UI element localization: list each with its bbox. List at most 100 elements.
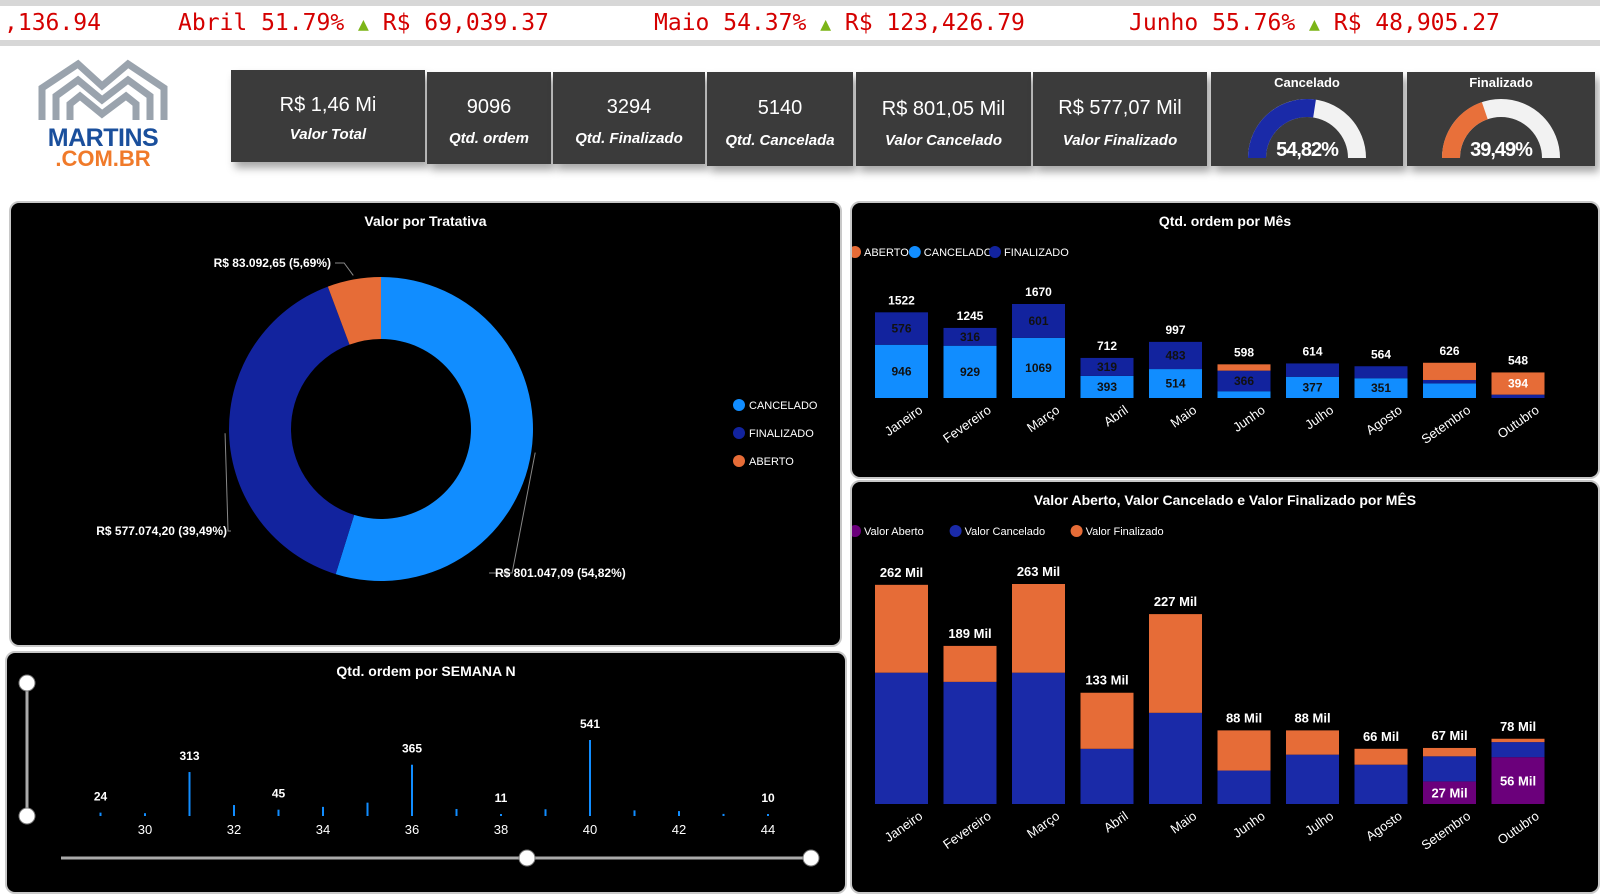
bar-total-label: 227 Mil <box>1154 594 1197 609</box>
ticker-item: Maio 54.37% ▲ R$ 123,426.79 <box>654 10 1025 36</box>
kpi-valor-total: R$ 1,46 Mi Valor Total <box>231 70 425 162</box>
bar-segment <box>1217 364 1271 371</box>
kpi-label: Valor Cancelado <box>885 132 1002 149</box>
legend-marker <box>1070 525 1083 537</box>
bar-total-label: 548 <box>1508 353 1528 367</box>
kpi-value: 5140 <box>757 97 803 119</box>
x-tick-label: Maio <box>1168 402 1200 430</box>
bar-label: 929 <box>960 365 980 379</box>
bar-total-label: 712 <box>1097 339 1117 353</box>
week-bar <box>544 809 547 816</box>
bar-segment <box>875 312 928 345</box>
week-bar <box>277 809 280 816</box>
slice-label: R$ 83.092,65 (5,69%) <box>214 256 331 270</box>
gauge-cancelado: Cancelado 54,82% <box>1211 72 1403 166</box>
bar-label: 377 <box>1302 380 1322 394</box>
bar-segment <box>875 672 928 804</box>
bar-segment <box>1286 363 1339 377</box>
bar-total-label: 263 Mil <box>1017 564 1060 579</box>
bar-label: 45 <box>272 787 286 801</box>
bar-segment <box>1080 748 1134 804</box>
legend-label: CANCELADO <box>749 400 818 412</box>
panel-valor-por-mes: Valor Aberto, Valor Cancelado e Valor Fi… <box>850 480 1600 894</box>
bar-segment <box>1012 337 1065 398</box>
x-tick-label: 32 <box>227 822 241 837</box>
x-tick-label: Setembro <box>1418 808 1473 853</box>
bar-segment <box>1080 357 1134 376</box>
bar-segment <box>1286 730 1339 755</box>
bar-segment <box>875 344 928 398</box>
bar-label: 24 <box>94 790 108 804</box>
ticker-text: Junho 55.76% <box>1129 10 1296 36</box>
bar-label: 483 <box>1165 348 1185 362</box>
stacked-bar-chart: ABERTO CANCELADO FINALIZADO 946 576 1522 Janei… <box>852 246 1545 447</box>
legend-label: CANCELADO <box>924 247 993 259</box>
y-slider-handle <box>18 807 36 825</box>
y-slider-handle <box>18 674 36 692</box>
kpi-value: 3294 <box>606 96 652 118</box>
up-arrow-icon: ▲ <box>820 14 832 35</box>
leader-line <box>335 262 354 276</box>
ticker-text: Maio 54.37% <box>654 10 807 36</box>
x-tick-label: Outubro <box>1495 402 1542 441</box>
gauge-chart: 39,49% <box>1442 99 1560 161</box>
week-bar <box>233 805 235 816</box>
panel-qtd-ordem-por-semana: Qtd. ordem por SEMANA N 24 313 45 365 11 541 1… <box>5 651 847 894</box>
legend-marker <box>949 525 962 537</box>
bar-segment <box>943 345 997 398</box>
ticker-item: Junho 55.76% ▲ R$ 48,905.27 <box>1129 10 1500 36</box>
ticker-value: R$ 48,905.27 <box>1333 10 1500 36</box>
week-bar <box>767 814 769 816</box>
logo-mark-icon <box>38 59 168 120</box>
bar-total-label: 1670 <box>1025 285 1052 299</box>
bar-label: 10 <box>761 791 775 805</box>
x-tick-label: Fevereiro <box>940 402 994 446</box>
week-bar <box>633 810 636 816</box>
bar-segment <box>1012 304 1065 338</box>
legend-marker <box>852 246 861 258</box>
week-bar <box>99 812 102 816</box>
x-tick-label: Abril <box>1101 808 1131 835</box>
bar-segment <box>1217 770 1271 804</box>
bar-segment <box>1149 712 1202 804</box>
bar-total-label: 997 <box>1165 323 1185 337</box>
bar-segment <box>1217 391 1271 398</box>
x-tick-label: 42 <box>672 822 686 837</box>
bar-label: 56 Mil <box>1500 774 1536 789</box>
x-tick-label: Outubro <box>1495 808 1542 847</box>
kpi-value: R$ 577,07 Mil <box>1058 97 1182 119</box>
ticker-item: Abril 51.79% ▲ R$ 69,039.37 <box>178 10 549 36</box>
x-tick-label: Agosto <box>1363 402 1405 438</box>
bar-segment <box>1080 692 1134 749</box>
week-bar <box>411 764 413 816</box>
logo-domain-text: .COM.BR <box>55 146 151 171</box>
up-arrow-icon: ▲ <box>1309 14 1320 35</box>
bar-total-label: 626 <box>1439 344 1459 358</box>
chart-title: Valor Aberto, Valor Cancelado e Valor Fi… <box>1033 492 1417 508</box>
leader-line <box>489 452 536 574</box>
panel-valor-por-tratativa: Valor por Tratativa R$ 801.047,09 (54,82… <box>9 201 842 647</box>
kpi-qtd-cancelada: 5140 Qtd. Cancelada <box>707 72 853 166</box>
donut-slice <box>229 286 355 575</box>
x-tick-label: 36 <box>405 822 419 837</box>
kpi-qtd-ordem: 9096 Qtd. ordem <box>427 72 551 164</box>
legend-label: ABERTO <box>749 456 794 468</box>
bar-label: 366 <box>1234 374 1254 388</box>
bar-segment <box>1012 672 1065 804</box>
bar-segment <box>1491 394 1545 398</box>
kpi-label: Qtd. ordem <box>448 130 529 147</box>
x-tick-label: 44 <box>761 822 775 837</box>
x-tick-label: Janeiro <box>882 402 926 439</box>
donut-slice <box>335 277 533 581</box>
x-tick-label: Junho <box>1230 402 1268 435</box>
legend-label: Valor Finalizado <box>1086 526 1164 538</box>
ticker-value: R$ 69,039.37 <box>382 10 549 36</box>
kpi-value: R$ 801,05 Mil <box>881 98 1006 120</box>
bar-total-label: 189 Mil <box>948 626 991 641</box>
week-bar <box>366 802 369 816</box>
week-bar-chart: 24 313 45 365 11 541 10 30 32 34 36 38 40 42 44 <box>18 674 820 867</box>
x-tick-label: Junho <box>1230 808 1268 841</box>
gauge-title: Cancelado <box>1274 75 1340 90</box>
bar-total-label: 78 Mil <box>1500 719 1536 734</box>
bar-label: 601 <box>1028 314 1048 328</box>
